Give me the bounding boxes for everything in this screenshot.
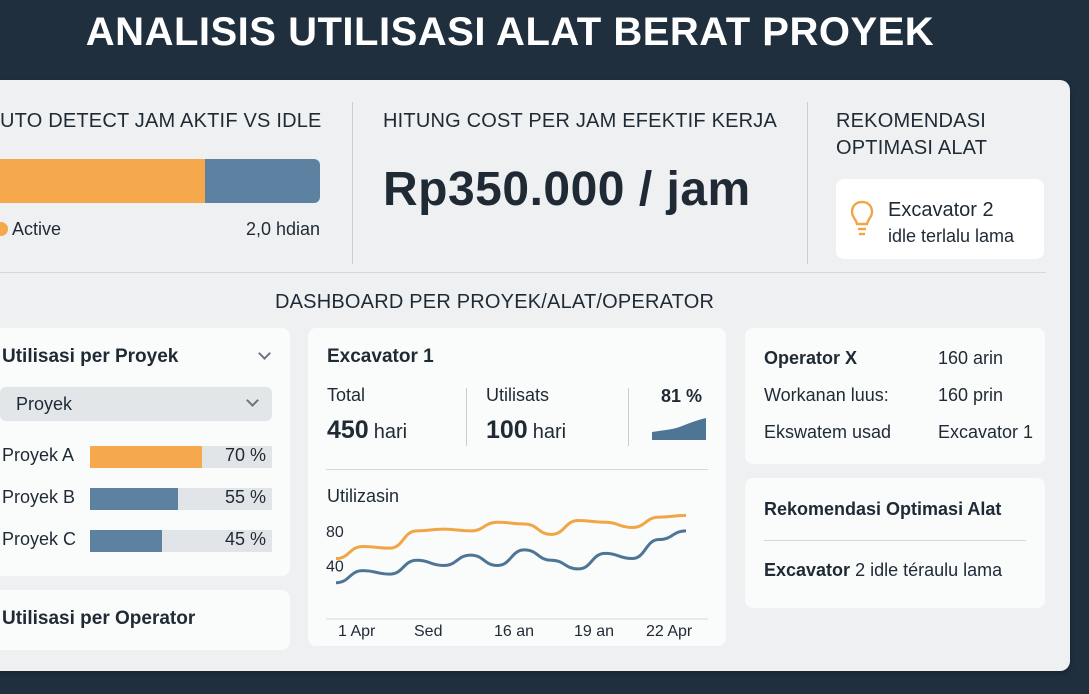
project-percent: 45 % [225, 529, 267, 549]
sparkline-icon [652, 418, 706, 440]
chart-title: Utilizasin [327, 486, 400, 506]
operator-row-value: Excavator 1 [938, 422, 1034, 442]
active-legend-label: Active [12, 219, 62, 239]
operator-row-label: Workanan luus: [764, 385, 889, 405]
total-unit: hari [373, 421, 408, 443]
main-panel: UTO DETECT JAM AKTIF VS IDLE Active 2,0 … [0, 80, 1070, 671]
project-label: Proyek B [2, 487, 76, 507]
project-util-title: Utilisasi per Proyek [2, 346, 179, 367]
recommend-item-sub: idle terlalu lama [888, 226, 1015, 246]
detect-heading: UTO DETECT JAM AKTIF VS IDLE [0, 110, 322, 132]
excavator-card [308, 328, 726, 646]
x-tick-label: 22 Apr [646, 623, 693, 640]
active-segment [0, 159, 205, 203]
project-dropdown[interactable]: Proyek [0, 387, 272, 421]
project-bar [90, 530, 272, 552]
y-tick-label: 80 [326, 524, 344, 541]
page-title: ANALISIS UTILISASI ALAT BERAT PROYEK [85, 10, 935, 54]
project-label: Proyek C [2, 529, 77, 549]
recommend-item-title: Excavator 2 [888, 199, 994, 221]
active-idle-bar [0, 159, 320, 203]
x-tick-label: Sed [414, 623, 442, 640]
operator-row-value: 160 prin [938, 385, 1004, 405]
project-bar-fill [90, 530, 162, 552]
project-percent: 70 % [225, 445, 267, 465]
x-tick-label: 1 Apr [338, 623, 376, 640]
total-value-row: 450 hari [327, 416, 407, 445]
divider [326, 469, 708, 470]
project-bar [90, 488, 272, 510]
total-label: Total [327, 385, 366, 405]
operator-row-label: Ekswatem usad [764, 422, 892, 442]
util-value: 100 [486, 416, 528, 444]
active-legend-dot [0, 222, 8, 236]
cost-value: Rp350.000 / jam [383, 163, 751, 216]
lightbulb-icon [850, 200, 874, 236]
utilization-line-chart: 80 40 1 Apr Sed 16 an 19 an 22 Apr [326, 513, 708, 640]
operator-row-value: 160 arin [938, 348, 1004, 368]
project-label: Proyek A [2, 445, 75, 465]
divider [628, 388, 629, 446]
rec-card-title: Rekomendasi Optimasi Alat [764, 499, 1002, 519]
util-label: Utilisats [486, 385, 550, 405]
series-line-2 [335, 529, 687, 585]
project-bar-fill [90, 446, 202, 468]
project-percent: 55 % [225, 487, 267, 507]
series-line-1 [335, 513, 687, 561]
x-tick-label: 19 an [574, 623, 614, 640]
util-value-row: 100 hari [486, 416, 566, 445]
excavator-title: Excavator 1 [327, 346, 434, 367]
project-dropdown-value: Proyek [16, 394, 73, 414]
operator-util-card [0, 590, 290, 650]
operator-card [745, 328, 1045, 464]
chevron-down-icon [246, 394, 259, 407]
operator-util-title: Utilisasi per Operator [2, 608, 196, 629]
dashboard-heading: DASHBOARD PER PROYEK/ALAT/OPERATOR [275, 291, 715, 313]
total-value: 450 [327, 416, 369, 444]
section-divider [0, 272, 1046, 273]
recommend-box[interactable]: Excavator 2 idle terlalu lama [836, 179, 1044, 259]
rec-card-item-rest: 2 idle téraulu lama [850, 560, 1003, 580]
cost-heading: HITUNG COST PER JAM EFEKTIF KERJA [383, 110, 778, 132]
idle-segment [204, 159, 320, 203]
rec-card-item[interactable]: Excavator 2 idle téraulu lama [764, 560, 1002, 581]
x-tick-label: 16 an [494, 623, 534, 640]
project-bar [90, 446, 272, 468]
divider [352, 102, 353, 264]
divider [764, 540, 1026, 541]
divider [466, 388, 467, 446]
util-unit: hari [532, 421, 567, 443]
recommendation-card [745, 478, 1045, 608]
recommend-heading-1: REKOMENDASI [836, 110, 987, 132]
util-percent: 81 % [661, 386, 703, 406]
idle-value: 2,0 hdian [246, 219, 321, 239]
project-bar-fill [90, 488, 178, 510]
rec-card-item-bold: Excavator [764, 560, 851, 580]
recommend-heading-2: OPTIMASI ALAT [836, 137, 988, 159]
divider [807, 102, 808, 264]
operator-row-label: Operator X [764, 348, 858, 368]
y-tick-label: 40 [326, 558, 344, 575]
